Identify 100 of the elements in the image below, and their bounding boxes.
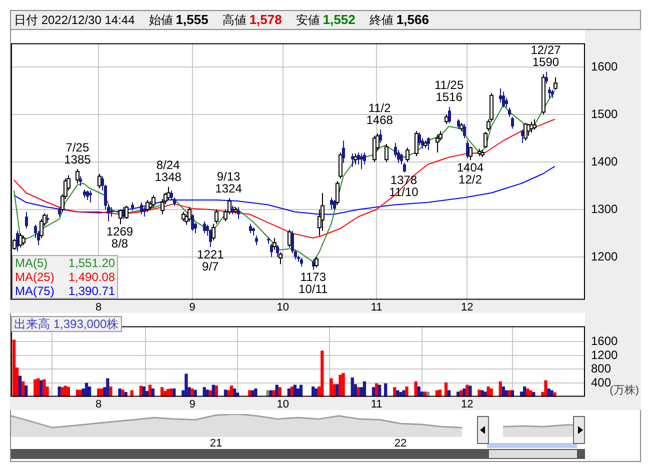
candlestick [166,186,170,201]
bar [547,388,550,397]
candlestick [548,86,551,98]
candlestick [143,206,146,218]
candlestick [118,209,122,225]
candlestick [191,214,194,232]
annotation: 1269 8/8 [106,224,134,251]
annotation: 9/13 1324 [215,169,242,196]
candlestick [76,168,80,184]
annotation: 1404 12/2 [456,160,484,186]
x-tick-label: 10 [276,398,290,410]
text: 終値 1,566 [369,12,429,27]
annotation: 8/24 1348 [154,158,182,184]
candlestick [89,190,92,203]
y-tick-label: 1200 [591,249,618,264]
candlestick [414,130,418,157]
candlestick [330,197,333,210]
y-tick-label: 1400 [591,154,618,168]
y-tick-label: 1600 [591,59,618,74]
candlestick [468,146,472,161]
y-tick-label: 800 [591,362,612,376]
candlestick [86,190,89,201]
candlestick [499,88,502,104]
y-tick-label: 1200 [591,348,618,362]
bar [269,390,272,397]
annotation: 7/25 1385 [64,140,92,166]
chart-title: 出来高 1,393,000株 [11,316,122,332]
candlestick [152,194,156,208]
candlestick [270,243,273,258]
candlestick [427,136,430,151]
bar [184,374,188,397]
x-tick-label: 11 [370,301,382,314]
bar [350,378,354,397]
candlestick [276,244,279,258]
candlestick [314,256,318,268]
x-tick-label: 12 [461,301,474,314]
candlestick [98,173,102,189]
bar [320,350,324,397]
y-tick-label: 400 [591,375,612,390]
candlestick [403,162,406,173]
bar [106,378,110,397]
candlestick [363,152,366,165]
candlestick [333,200,336,210]
bar [18,376,22,397]
candlestick [188,206,192,222]
candlestick [463,123,466,139]
candlestick [357,152,360,165]
candlestick [418,132,421,146]
bar [338,374,342,397]
bar [12,340,16,397]
x-tick-label: 10 [276,301,290,314]
candlestick [79,176,82,186]
candlestick [372,135,376,162]
bar [393,387,396,397]
x-tick-label: 9 [189,301,196,314]
candlestick [255,235,258,246]
candlestick [448,106,451,124]
candlestick [508,106,511,118]
x-tick-label: 11 [370,398,382,410]
candlestick [360,152,363,170]
annotation: 1173 10/11 [298,270,328,296]
candlestick [320,192,324,232]
bar [468,386,472,397]
y-axis-title: (万株) [610,383,639,396]
candlestick [124,205,128,220]
candlestick [140,202,143,215]
x-tick-label: 21 [210,438,222,450]
candlestick [457,118,460,130]
bar [414,381,418,397]
chart-title: 日付 2022/12/30 14:44 [14,13,135,27]
candlestick [214,209,218,224]
text: 高値 1,578 [222,12,282,27]
x-tick-label: 9 [189,398,196,410]
annotation: 1221 9/7 [197,247,224,274]
bar [194,390,197,397]
candlestick [436,134,440,153]
y-tick-label: 1600 [591,334,618,348]
bar [405,386,408,397]
bar [254,388,258,397]
bar [84,382,88,397]
bar [330,378,333,397]
x-tick-label: 22 [394,438,407,450]
bar [342,373,345,397]
candlestick [25,211,28,230]
bar [121,390,124,397]
y-tick-label: 1300 [591,202,618,216]
y-tick-label: 1500 [591,106,618,121]
text: 安値 1,552 [296,12,356,27]
annotation: 11/25 1516 [434,78,464,104]
candlestick [505,97,508,108]
text: MA(75) 1,390.71 [15,284,116,298]
annotation: 11/2 1468 [366,100,394,127]
candlestick [532,118,536,130]
bar [109,386,112,397]
candlestick [338,152,342,180]
bar [42,379,46,397]
candlestick [22,235,26,246]
candlestick [406,147,410,162]
candlestick [278,252,282,265]
x-tick-label: 8 [96,398,102,410]
